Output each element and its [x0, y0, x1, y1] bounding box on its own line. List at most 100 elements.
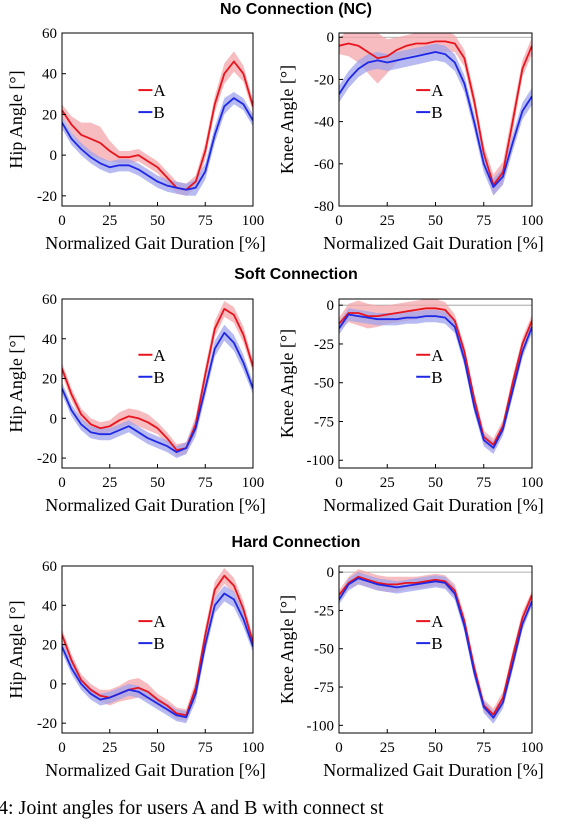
x-tick-label: 50: [150, 475, 165, 491]
x-tick-label: 25: [380, 475, 395, 491]
x-tick-label: 100: [242, 213, 265, 229]
y-tick-label: -20: [37, 716, 57, 732]
plot-area: [339, 569, 532, 724]
y-tick-label: 0: [50, 677, 58, 693]
series-line-a: [339, 307, 532, 446]
y-tick-label: 20: [42, 107, 57, 123]
legend-label-a: A: [431, 81, 444, 100]
chart-panel: 0 25 50 75 100 -100 -75 -50 -25 0 Normalized Gait …: [277, 298, 544, 515]
legend-label-b: B: [153, 103, 164, 122]
y-tick-label: -20: [37, 189, 57, 205]
legend-label-b: B: [153, 368, 164, 387]
y-tick-label: 20: [42, 372, 57, 388]
plot-area: [339, 299, 532, 454]
y-tick-label: -80: [314, 199, 334, 215]
plot-area: [339, 33, 532, 196]
series-band-b: [62, 324, 253, 459]
y-tick-label: -20: [314, 72, 334, 88]
plot-area: [62, 51, 253, 196]
x-tick-label: 0: [58, 740, 66, 756]
legend-label-a: A: [153, 81, 166, 100]
y-tick-label: 20: [42, 638, 57, 654]
y-tick-label: 40: [42, 332, 57, 348]
x-axis-label: Normalized Gait Duration [%]: [323, 495, 543, 515]
x-tick-label: 0: [335, 475, 343, 491]
series-band-a: [62, 568, 253, 722]
series-line-b: [339, 51, 532, 188]
legend-label-a: A: [153, 612, 166, 631]
row-title-hard-connection: Hard Connection: [232, 534, 361, 551]
series-line-a: [62, 574, 253, 717]
x-axis-label: Normalized Gait Duration [%]: [45, 760, 265, 780]
x-tick-label: 0: [335, 213, 343, 229]
x-tick-label: 100: [521, 475, 544, 491]
x-tick-label: 75: [476, 213, 491, 229]
y-tick-label: 60: [42, 26, 57, 42]
x-tick-label: 50: [150, 740, 165, 756]
x-tick-label: 50: [150, 213, 165, 229]
figure-caption: 4: Joint angles for users A and B with c…: [0, 797, 384, 819]
x-axis-label: Normalized Gait Duration [%]: [45, 233, 265, 253]
y-tick-label: -25: [314, 337, 334, 353]
legend-label-a: A: [153, 346, 166, 365]
x-tick-label: 100: [242, 475, 265, 491]
y-tick-label: -75: [314, 414, 334, 430]
x-tick-label: 100: [521, 213, 544, 229]
series-line-a: [339, 575, 532, 716]
y-tick-label: -50: [314, 376, 334, 392]
series-line-a: [62, 308, 253, 451]
x-tick-label: 50: [428, 740, 443, 756]
chart-panel: 0 25 50 75 100 -80 -60 -40 -20 0 Normalized Gait D…: [277, 30, 544, 253]
legend-label-a: A: [431, 612, 444, 631]
legend-label-b: B: [431, 368, 442, 387]
legend-label-b: B: [431, 103, 442, 122]
y-tick-label: 0: [327, 565, 335, 581]
series-band-a: [62, 51, 253, 196]
x-tick-label: 25: [102, 213, 117, 229]
series-line-b: [339, 577, 532, 719]
y-tick-label: 60: [42, 559, 57, 575]
y-tick-label: 40: [42, 67, 57, 83]
x-axis-label: Normalized Gait Duration [%]: [45, 495, 265, 515]
x-tick-label: 25: [102, 740, 117, 756]
x-tick-label: 75: [198, 475, 213, 491]
row-title-soft-connection: Soft Connection: [234, 266, 358, 283]
x-axis-label: Normalized Gait Duration [%]: [323, 760, 543, 780]
y-tick-label: 0: [327, 30, 335, 46]
y-tick-label: -25: [314, 603, 334, 619]
y-tick-label: 0: [50, 411, 58, 427]
x-tick-label: 100: [242, 740, 265, 756]
x-tick-label: 50: [428, 475, 443, 491]
y-axis-label: Knee Angle [°]: [277, 595, 297, 704]
y-tick-label: 0: [50, 148, 58, 164]
y-axis-label: Hip Angle [°]: [6, 600, 26, 698]
plot-area: [62, 301, 253, 459]
y-tick-label: -20: [37, 451, 57, 467]
x-tick-label: 75: [198, 740, 213, 756]
row-title-no-connection: No Connection (NC): [220, 1, 372, 18]
x-tick-label: 0: [335, 740, 343, 756]
x-tick-label: 25: [102, 475, 117, 491]
series-line-a: [62, 60, 253, 191]
plot-area: [62, 568, 253, 724]
y-tick-label: 40: [42, 598, 57, 614]
y-tick-label: -100: [307, 718, 335, 734]
y-axis-label: Hip Angle [°]: [6, 70, 26, 168]
x-tick-label: 75: [476, 740, 491, 756]
y-axis-label: Hip Angle [°]: [6, 334, 26, 432]
legend-label-b: B: [431, 634, 442, 653]
y-tick-label: 0: [327, 298, 335, 314]
legend-label-b: B: [153, 634, 164, 653]
y-tick-label: -50: [314, 642, 334, 658]
x-axis-label: Normalized Gait Duration [%]: [323, 233, 543, 253]
x-tick-label: 0: [58, 475, 66, 491]
y-axis-label: Knee Angle [°]: [277, 329, 297, 438]
series-line-b: [62, 331, 253, 453]
chart-panel: 0 25 50 75 100 -100 -75 -50 -25 0 Normalized Gait …: [277, 565, 544, 780]
series-line-b: [62, 97, 253, 191]
